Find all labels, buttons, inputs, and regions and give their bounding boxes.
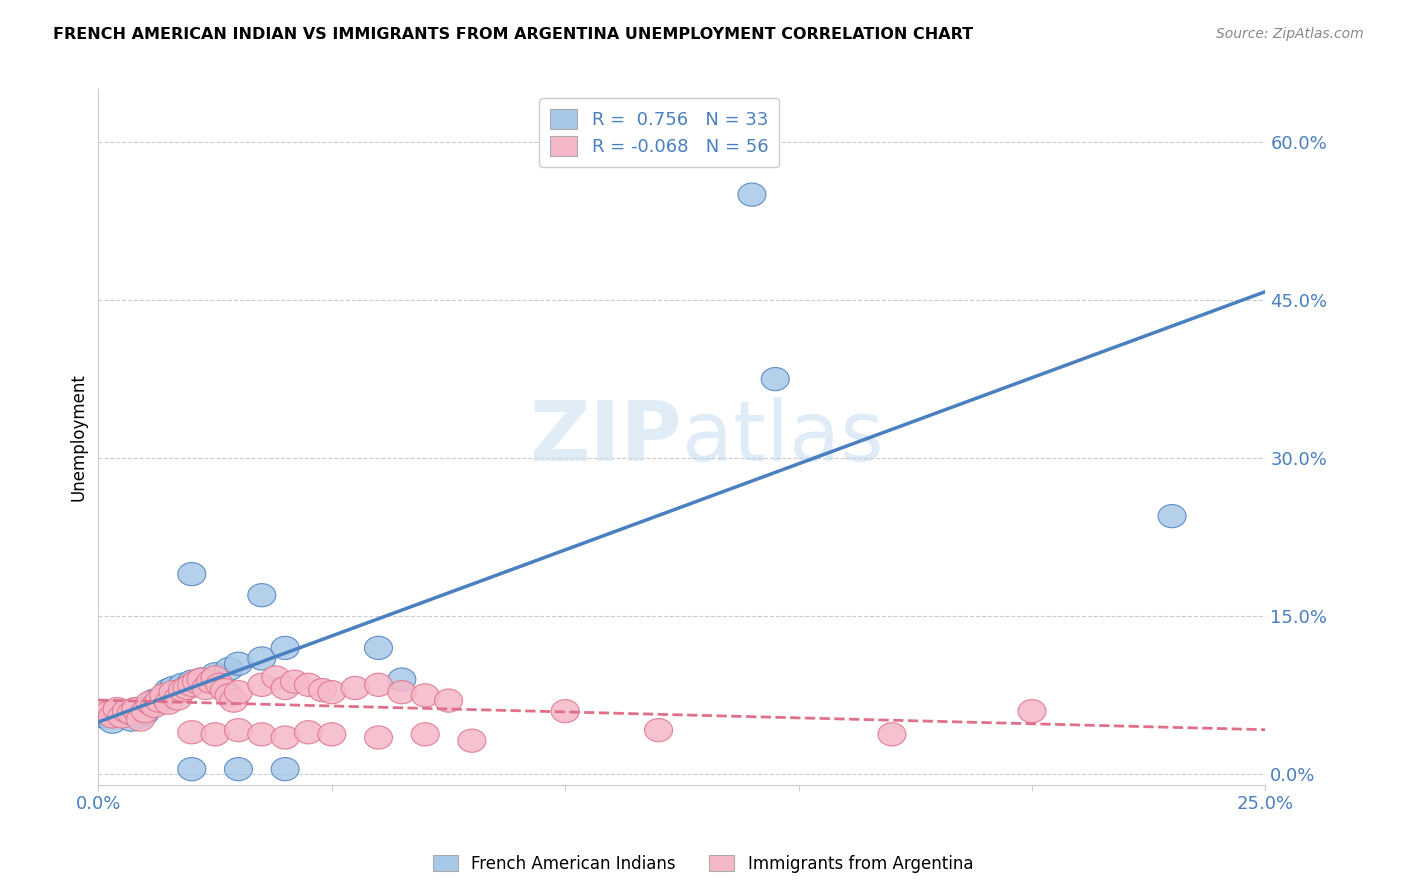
- Ellipse shape: [877, 723, 905, 746]
- Ellipse shape: [225, 757, 253, 780]
- Ellipse shape: [247, 673, 276, 697]
- Ellipse shape: [215, 657, 243, 681]
- Ellipse shape: [247, 583, 276, 607]
- Ellipse shape: [159, 676, 187, 699]
- Ellipse shape: [169, 673, 197, 697]
- Ellipse shape: [262, 665, 290, 689]
- Ellipse shape: [150, 684, 177, 707]
- Ellipse shape: [411, 723, 439, 746]
- Ellipse shape: [145, 691, 173, 714]
- Ellipse shape: [364, 636, 392, 659]
- Ellipse shape: [187, 668, 215, 691]
- Ellipse shape: [177, 757, 205, 780]
- Ellipse shape: [108, 705, 136, 728]
- Ellipse shape: [342, 676, 370, 699]
- Ellipse shape: [155, 679, 183, 702]
- Ellipse shape: [112, 702, 141, 725]
- Ellipse shape: [191, 676, 219, 699]
- Ellipse shape: [364, 673, 392, 697]
- Ellipse shape: [247, 723, 276, 746]
- Ellipse shape: [364, 726, 392, 749]
- Ellipse shape: [127, 705, 155, 728]
- Ellipse shape: [177, 721, 205, 744]
- Ellipse shape: [145, 689, 173, 712]
- Ellipse shape: [201, 665, 229, 689]
- Ellipse shape: [98, 705, 127, 728]
- Ellipse shape: [177, 673, 205, 697]
- Ellipse shape: [271, 757, 299, 780]
- Ellipse shape: [211, 679, 239, 702]
- Ellipse shape: [141, 689, 169, 712]
- Ellipse shape: [159, 681, 187, 704]
- Text: FRENCH AMERICAN INDIAN VS IMMIGRANTS FROM ARGENTINA UNEMPLOYMENT CORRELATION CHA: FRENCH AMERICAN INDIAN VS IMMIGRANTS FRO…: [53, 27, 973, 42]
- Ellipse shape: [294, 673, 322, 697]
- Ellipse shape: [155, 691, 183, 714]
- Ellipse shape: [117, 708, 145, 731]
- Ellipse shape: [434, 689, 463, 712]
- Ellipse shape: [205, 673, 233, 697]
- Ellipse shape: [280, 670, 308, 693]
- Text: atlas: atlas: [682, 397, 883, 477]
- Ellipse shape: [318, 723, 346, 746]
- Ellipse shape: [131, 699, 159, 723]
- Ellipse shape: [201, 663, 229, 686]
- Ellipse shape: [94, 702, 122, 725]
- Ellipse shape: [761, 368, 789, 391]
- Ellipse shape: [183, 670, 211, 693]
- Text: Source: ZipAtlas.com: Source: ZipAtlas.com: [1216, 27, 1364, 41]
- Text: ZIP: ZIP: [530, 397, 682, 477]
- Legend: R =  0.756   N = 33, R = -0.068   N = 56: R = 0.756 N = 33, R = -0.068 N = 56: [540, 98, 779, 167]
- Ellipse shape: [122, 698, 150, 721]
- Ellipse shape: [122, 698, 150, 721]
- Ellipse shape: [225, 719, 253, 742]
- Ellipse shape: [98, 710, 127, 733]
- Ellipse shape: [308, 679, 336, 702]
- Ellipse shape: [177, 670, 205, 693]
- Ellipse shape: [551, 699, 579, 723]
- Ellipse shape: [127, 708, 155, 731]
- Ellipse shape: [1018, 699, 1046, 723]
- Ellipse shape: [103, 699, 131, 723]
- Ellipse shape: [294, 721, 322, 744]
- Ellipse shape: [738, 183, 766, 206]
- Ellipse shape: [136, 691, 163, 714]
- Ellipse shape: [163, 687, 191, 710]
- Ellipse shape: [141, 694, 169, 717]
- Ellipse shape: [136, 694, 163, 717]
- Ellipse shape: [108, 699, 136, 723]
- Ellipse shape: [225, 681, 253, 704]
- Ellipse shape: [271, 636, 299, 659]
- Legend: French American Indians, Immigrants from Argentina: French American Indians, Immigrants from…: [426, 848, 980, 880]
- Ellipse shape: [644, 719, 672, 742]
- Ellipse shape: [458, 729, 486, 752]
- Ellipse shape: [187, 668, 215, 691]
- Ellipse shape: [94, 705, 122, 728]
- Ellipse shape: [219, 689, 247, 712]
- Ellipse shape: [271, 676, 299, 699]
- Ellipse shape: [411, 684, 439, 707]
- Ellipse shape: [271, 726, 299, 749]
- Ellipse shape: [247, 647, 276, 670]
- Ellipse shape: [177, 563, 205, 586]
- Ellipse shape: [103, 698, 131, 721]
- Ellipse shape: [225, 652, 253, 675]
- Ellipse shape: [1159, 505, 1187, 528]
- Ellipse shape: [215, 684, 243, 707]
- Ellipse shape: [112, 699, 141, 723]
- Ellipse shape: [201, 723, 229, 746]
- Ellipse shape: [169, 679, 197, 702]
- Ellipse shape: [388, 681, 416, 704]
- Ellipse shape: [131, 702, 159, 725]
- Ellipse shape: [388, 668, 416, 691]
- Ellipse shape: [89, 705, 117, 728]
- Ellipse shape: [173, 676, 201, 699]
- Ellipse shape: [197, 670, 225, 693]
- Ellipse shape: [89, 699, 117, 723]
- Ellipse shape: [117, 702, 145, 725]
- Y-axis label: Unemployment: Unemployment: [69, 373, 87, 501]
- Ellipse shape: [318, 681, 346, 704]
